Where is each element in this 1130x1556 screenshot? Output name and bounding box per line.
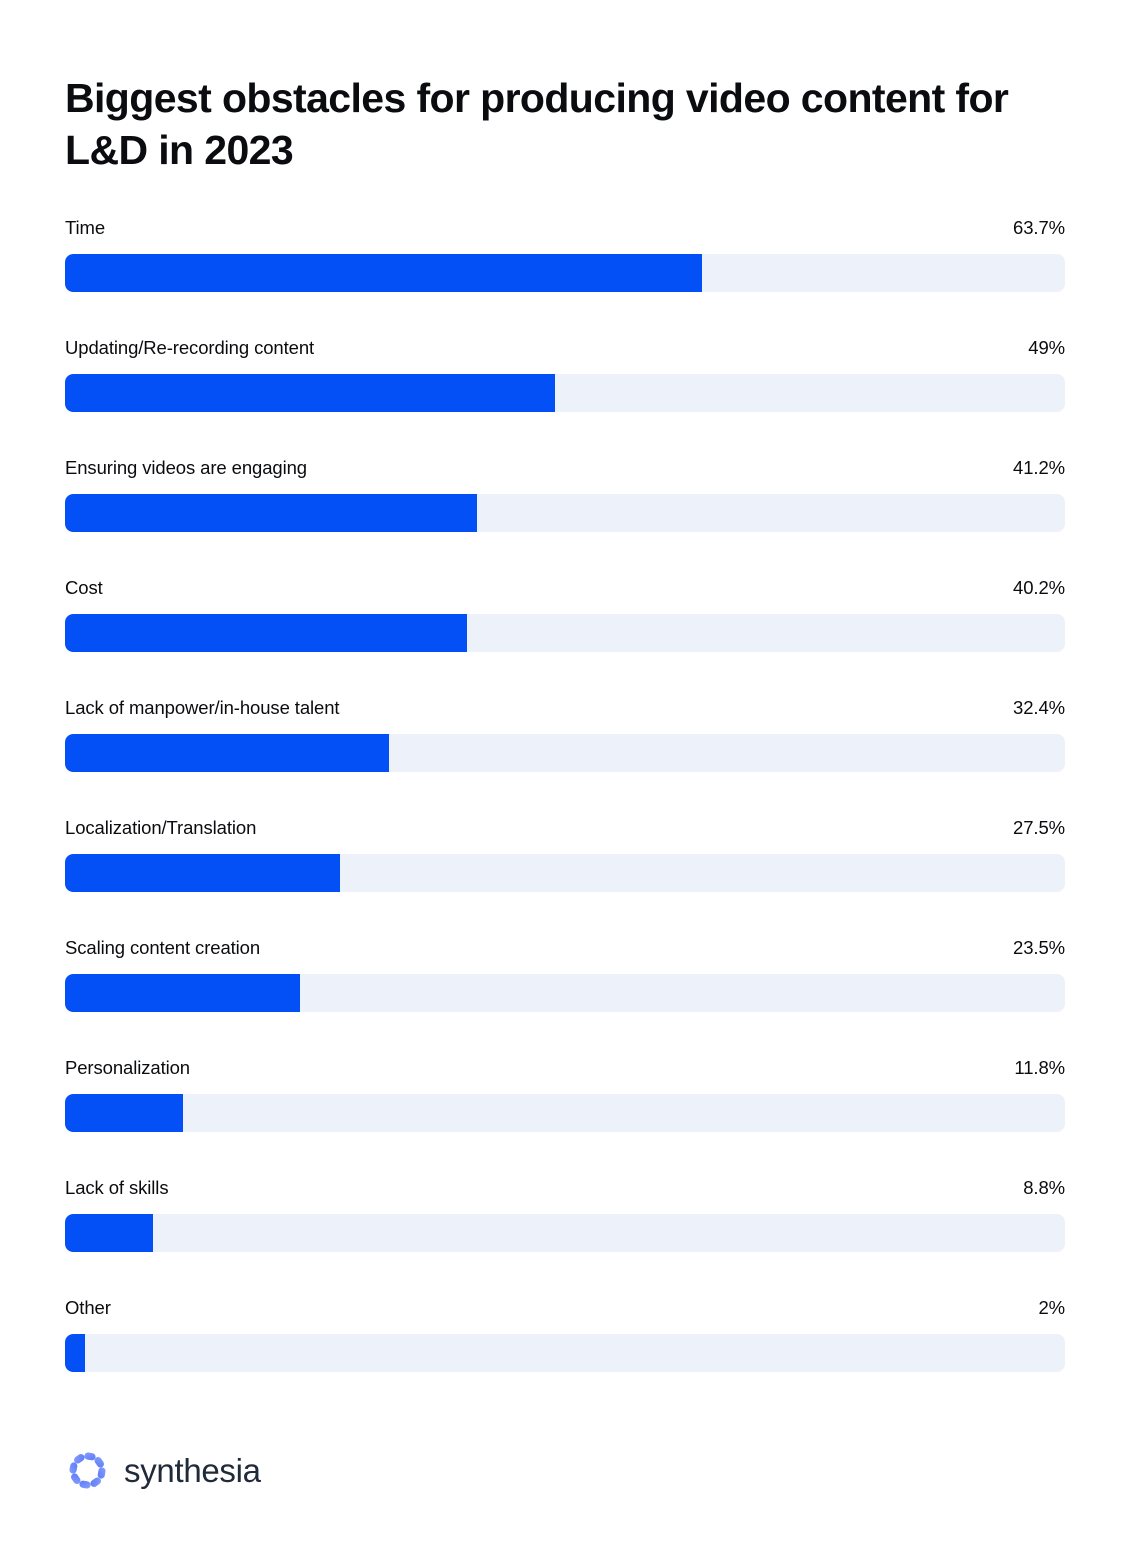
chart-row: Updating/Re-recording content 49% [65,336,1065,412]
row-header: Time 63.7% [65,216,1065,240]
row-header: Lack of manpower/in-house talent 32.4% [65,696,1065,720]
bar-fill [65,854,340,892]
row-header: Cost 40.2% [65,576,1065,600]
bar-track [65,854,1065,892]
row-header: Personalization 11.8% [65,1056,1065,1080]
bar-track [65,374,1065,412]
bar-fill [65,494,477,532]
bar-label: Lack of manpower/in-house talent [65,697,340,718]
chart-row: Personalization 11.8% [65,1056,1065,1132]
row-header: Updating/Re-recording content 49% [65,336,1065,360]
bar-value: 2% [1038,1297,1065,1318]
bar-track [65,1214,1065,1252]
bar-fill [65,734,389,772]
bar-value: 11.8% [1014,1057,1065,1078]
chart-row: Ensuring videos are engaging 41.2% [65,456,1065,532]
bar-fill [65,974,300,1012]
chart-title: Biggest obstacles for producing video co… [65,75,1009,173]
synthesia-mark-icon [69,1452,106,1489]
chart-row: Lack of manpower/in-house talent 32.4% [65,696,1065,772]
bar-label: Time [65,217,106,238]
bar-label: Lack of skills [65,1177,169,1198]
chart-row: Other 2% [65,1296,1065,1372]
bar-label: Localization/Translation [65,817,257,838]
brand-footer: synthesia [65,1448,261,1493]
bar-label: Scaling content creation [65,937,261,958]
bar-chart: Time 63.7% Updating/Re-recording content… [65,216,1065,1372]
bar-track [65,614,1065,652]
bar-label: Other [65,1297,111,1318]
chart-row: Localization/Translation 27.5% [65,816,1065,892]
row-header: Ensuring videos are engaging 41.2% [65,456,1065,480]
bar-track [65,1334,1065,1372]
bar-track [65,1094,1065,1132]
bar-fill [65,374,555,412]
bar-fill [65,254,702,292]
bar-fill [65,1214,153,1252]
bar-fill [65,614,467,652]
row-header: Localization/Translation 27.5% [65,816,1065,840]
bar-value: 23.5% [1013,937,1065,958]
chart-row: Scaling content creation 23.5% [65,936,1065,1012]
row-header: Other 2% [65,1296,1065,1320]
bar-value: 49% [1028,337,1065,358]
chart-row: Lack of skills 8.8% [65,1176,1065,1252]
bar-value: 27.5% [1013,817,1065,838]
row-header: Lack of skills 8.8% [65,1176,1065,1200]
bar-track [65,974,1065,1012]
bar-track [65,254,1065,292]
bar-value: 40.2% [1013,577,1065,598]
bar-fill [65,1334,85,1372]
row-header: Scaling content creation 23.5% [65,936,1065,960]
bar-label: Updating/Re-recording content [65,337,315,358]
brand-wordmark: synthesia [124,1451,261,1489]
bar-value: 32.4% [1013,697,1065,718]
bar-fill [65,1094,183,1132]
bar-label: Personalization [65,1057,190,1078]
chart-row: Cost 40.2% [65,576,1065,652]
bar-value: 41.2% [1013,457,1065,478]
bar-label: Cost [65,577,103,598]
bar-value: 63.7% [1013,217,1065,238]
bar-label: Ensuring videos are engaging [65,457,307,478]
chart-row: Time 63.7% [65,216,1065,292]
bar-track [65,734,1065,772]
bar-track [65,494,1065,532]
bar-value: 8.8% [1023,1177,1065,1198]
